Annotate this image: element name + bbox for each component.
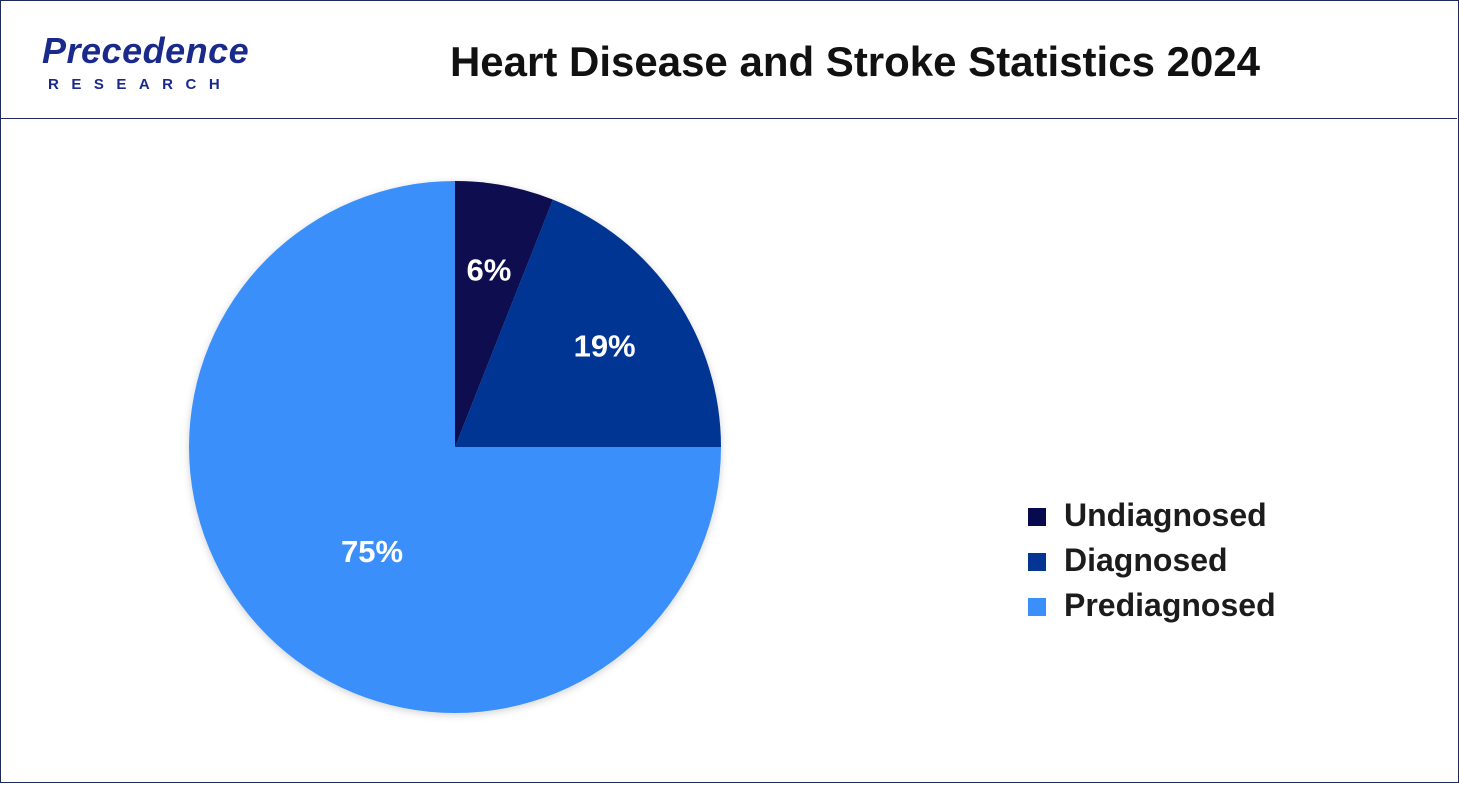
legend-label: Prediagnosed (1064, 587, 1276, 623)
legend-swatch (1028, 553, 1046, 571)
header: Precedence RESEARCH Heart Disease and St… (0, 0, 1457, 119)
legend-label: Diagnosed (1064, 542, 1228, 578)
brand-logo: Precedence RESEARCH (42, 30, 272, 100)
legend-swatch (1028, 508, 1046, 526)
legend-label: Undiagnosed (1064, 497, 1267, 533)
pie-slice-diagnosed (455, 199, 721, 447)
logo-wordmark: Precedence (42, 30, 250, 71)
chart-title: Heart Disease and Stroke Statistics 2024 (449, 38, 1261, 85)
logo-subtext: RESEARCH (48, 76, 233, 93)
pie-slice-prediagnosed (189, 181, 721, 713)
legend-swatch (1028, 598, 1046, 616)
pie-chart: 6% 19% 75% (189, 181, 721, 713)
pie-slices (189, 181, 721, 713)
data-label-undiagnosed: 6% (466, 252, 511, 287)
data-label-diagnosed: 19% (574, 328, 636, 363)
chart-area: 6% 19% 75% Undiagnosed Diagnosed Prediagnose… (0, 119, 1457, 781)
pie-slice-undiagnosed (455, 181, 553, 447)
data-label-prediagnosed: 75% (341, 534, 403, 569)
